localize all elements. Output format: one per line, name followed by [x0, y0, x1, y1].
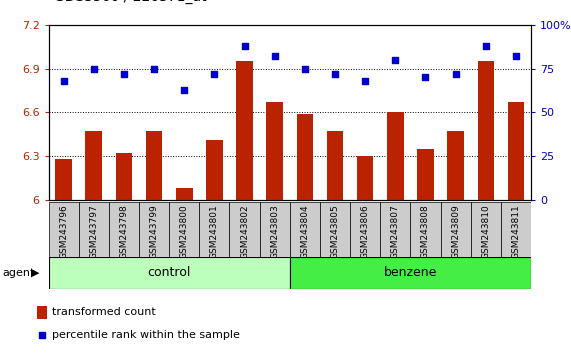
Bar: [79, 202, 109, 257]
Point: [512, 53, 521, 59]
Bar: [267, 102, 283, 200]
Text: GSM243796: GSM243796: [59, 205, 68, 259]
Bar: [206, 140, 223, 200]
Point: [210, 71, 219, 77]
Point: [278, 217, 287, 222]
Text: GSM243800: GSM243800: [180, 205, 189, 259]
Point: [300, 66, 309, 72]
Bar: [441, 202, 471, 257]
Bar: [236, 61, 253, 200]
Text: GSM243805: GSM243805: [331, 205, 340, 259]
Point: [180, 87, 189, 92]
Bar: [447, 131, 464, 200]
Bar: [417, 149, 434, 200]
Bar: [327, 131, 343, 200]
Bar: [55, 159, 72, 200]
Bar: [387, 113, 404, 200]
Text: GSM243801: GSM243801: [210, 205, 219, 259]
Point: [150, 66, 159, 72]
Bar: [169, 202, 199, 257]
Text: transformed count: transformed count: [53, 307, 156, 318]
Point: [119, 71, 128, 77]
Bar: [350, 202, 380, 257]
Text: GSM243804: GSM243804: [300, 205, 309, 259]
Bar: [380, 202, 411, 257]
Text: GSM243803: GSM243803: [270, 205, 279, 259]
Bar: [109, 202, 139, 257]
Bar: [471, 202, 501, 257]
Text: GSM243799: GSM243799: [150, 205, 159, 259]
Bar: [37, 306, 47, 319]
Text: GDS3560 / 226371_at: GDS3560 / 226371_at: [54, 0, 207, 4]
Point: [331, 71, 340, 77]
Text: GSM243797: GSM243797: [89, 205, 98, 259]
Bar: [477, 61, 494, 200]
Bar: [289, 257, 531, 289]
Text: GSM243811: GSM243811: [512, 205, 520, 259]
Bar: [230, 202, 260, 257]
Bar: [86, 131, 102, 200]
Point: [361, 78, 370, 84]
Bar: [296, 114, 313, 200]
Text: GSM243808: GSM243808: [421, 205, 430, 259]
Text: GSM243806: GSM243806: [361, 205, 369, 259]
Point: [59, 78, 68, 84]
Bar: [289, 202, 320, 257]
Text: control: control: [147, 266, 191, 279]
Text: benzene: benzene: [384, 266, 437, 279]
Text: ▶: ▶: [31, 268, 39, 278]
Text: agent: agent: [3, 268, 35, 278]
Bar: [357, 156, 373, 200]
Bar: [320, 202, 350, 257]
Bar: [146, 131, 162, 200]
Bar: [176, 188, 192, 200]
Text: GSM243807: GSM243807: [391, 205, 400, 259]
Point: [391, 57, 400, 63]
Point: [451, 71, 460, 77]
Bar: [49, 257, 289, 289]
Bar: [139, 202, 169, 257]
Bar: [199, 202, 230, 257]
Bar: [501, 202, 531, 257]
Text: GSM243809: GSM243809: [451, 205, 460, 259]
Point: [89, 66, 98, 72]
Text: GSM243798: GSM243798: [119, 205, 128, 259]
Point: [240, 43, 249, 48]
Bar: [411, 202, 441, 257]
Bar: [508, 102, 524, 200]
Text: GSM243810: GSM243810: [481, 205, 490, 259]
Bar: [116, 153, 132, 200]
Bar: [260, 202, 289, 257]
Point: [481, 43, 490, 48]
Bar: [49, 202, 79, 257]
Text: GSM243802: GSM243802: [240, 205, 249, 259]
Point: [421, 75, 430, 80]
Point: [270, 53, 279, 59]
Text: percentile rank within the sample: percentile rank within the sample: [53, 330, 240, 341]
